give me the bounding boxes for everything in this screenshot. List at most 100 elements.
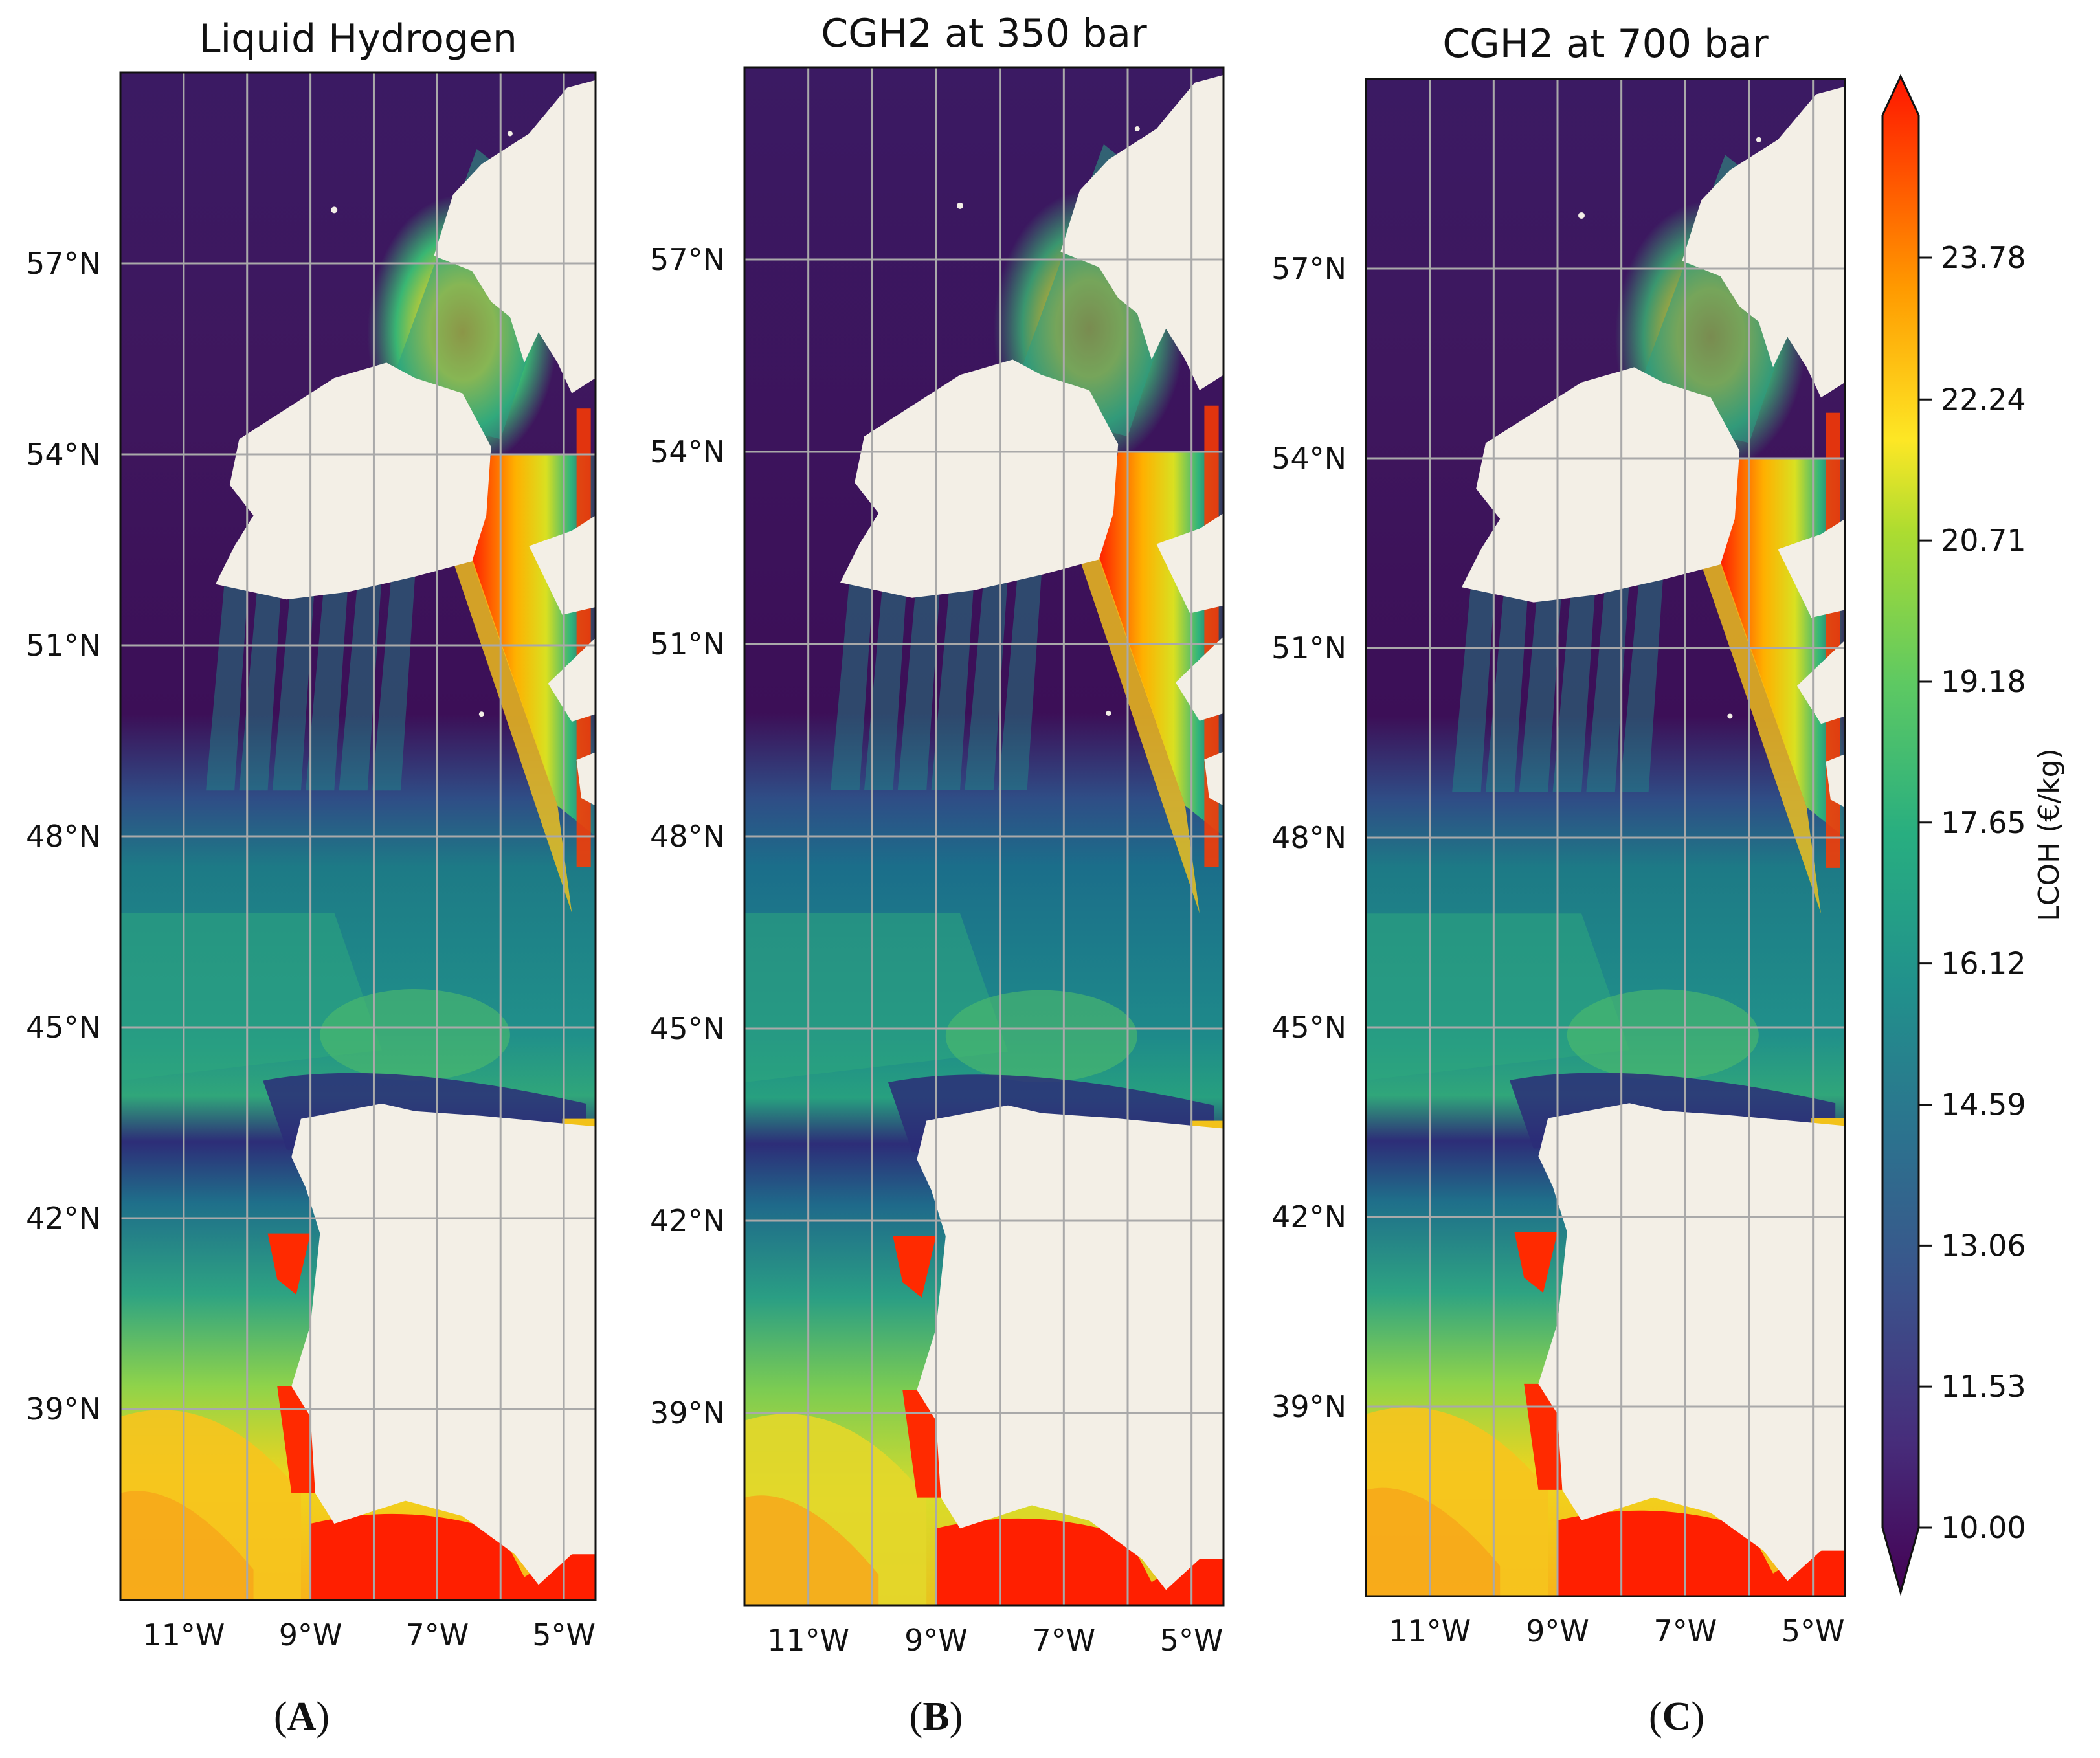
panel-letter-paren: ( [274, 1695, 287, 1739]
ocean-ray [998, 575, 1042, 790]
island [1727, 713, 1733, 719]
ocean-ray [339, 576, 382, 791]
map-area [744, 67, 1223, 1605]
landmass-cornwall [1176, 636, 1223, 721]
ocean-ray [239, 576, 282, 791]
latitude-tick-label: 54°N [26, 437, 101, 472]
longitude-tick-label: 5°W [532, 1618, 596, 1652]
colorbar-tick-label: 16.12 [1941, 946, 2026, 981]
panel-title: CGH2 at 350 bar [821, 11, 1147, 56]
landmass-wales [1156, 513, 1223, 614]
landmass-scotland [1682, 86, 1845, 398]
latitude-tick-label: 54°N [1271, 441, 1346, 476]
ocean-ray [1486, 579, 1529, 792]
latitude-tick-label: 54°N [650, 434, 725, 469]
ocean-band [1701, 534, 1821, 914]
ocean-band [120, 913, 382, 1081]
latitude-tick-label: 45°N [650, 1011, 725, 1046]
landmass-brittany [576, 752, 596, 806]
latitude-tick-label: 48°N [26, 819, 101, 854]
coastal-band [936, 1518, 1223, 1605]
island [957, 202, 963, 209]
map-panel-c: CGH2 at 700 bar 57°N 54°N 51°N 48°N 45°N 42°N 3… [1271, 21, 1846, 1739]
colorbar-tick-label: 22.24 [1941, 382, 2026, 417]
island [331, 206, 338, 214]
map-area [1366, 79, 1845, 1596]
panel-letter: (B) [910, 1695, 963, 1739]
colorbar-scale [1881, 74, 1920, 1596]
colorbar-tick-label: 19.18 [1941, 664, 2026, 699]
map-area [120, 72, 596, 1600]
ocean-ray [1552, 579, 1596, 792]
latitude-tick-label: 42°N [1271, 1199, 1346, 1234]
landmass-brittany [1826, 754, 1845, 808]
ocean-ray [306, 576, 349, 791]
panel-letter-paren: ( [910, 1695, 923, 1739]
landmass-ireland [840, 359, 1119, 598]
landmass-ireland [1462, 367, 1740, 603]
coastal-band [893, 1236, 936, 1298]
landmass-cornwall [1797, 640, 1845, 724]
latitude-tick-label: 57°N [650, 242, 725, 277]
latitude-tick-label: 42°N [26, 1201, 101, 1236]
coastal-band [902, 1390, 941, 1498]
ocean-ray [931, 575, 975, 790]
colorbar: 23.78 22.24 20.71 19.18 17.65 16.12 14.59 13.06… [1881, 74, 2066, 1596]
ocean-ray [272, 576, 315, 791]
colorbar-tick-label: 13.06 [1941, 1228, 2026, 1263]
ocean-ray [897, 575, 941, 790]
latitude-tick-label: 39°N [650, 1396, 725, 1430]
landmass-brittany [1204, 751, 1223, 806]
latitude-tick-label: 48°N [650, 819, 725, 854]
landmass-iberia [1538, 1103, 1845, 1581]
colorbar-tick-label: 10.00 [1941, 1510, 2026, 1545]
ocean-ray [372, 576, 416, 791]
longitude-tick-label: 9°W [279, 1618, 342, 1652]
ocean-band [1567, 989, 1759, 1081]
colorbar-label: LCOH (€/kg) [2033, 748, 2066, 922]
coastal-band [1514, 1232, 1558, 1293]
panel-title: CGH2 at 700 bar [1442, 21, 1769, 67]
ocean-band [1080, 528, 1200, 913]
ocean-ray [1586, 579, 1629, 792]
ocean-band [320, 989, 510, 1081]
island [1756, 137, 1761, 142]
landmass-ireland [215, 362, 491, 600]
landmass-wales [529, 515, 596, 615]
ocean-ray [206, 576, 249, 791]
ocean-ray [1519, 579, 1563, 792]
map-panel-b: CGH2 at 350 bar 57°N 54°N 51°N 48°N 45°N 42°N 3… [650, 11, 1225, 1739]
landmass-iberia [291, 1104, 596, 1585]
landmass-scotland [434, 80, 596, 394]
ocean-ray [1620, 579, 1663, 792]
latitude-tick-label: 39°N [26, 1392, 101, 1427]
ocean-band [452, 531, 572, 913]
panel-letter-text: C [1662, 1695, 1692, 1739]
latitude-tick-label: 51°N [1271, 630, 1346, 665]
colorbar-tick-label: 23.78 [1941, 240, 2026, 275]
longitude-tick-label: 11°W [767, 1623, 849, 1658]
longitude-tick-label: 7°W [1653, 1614, 1717, 1649]
ocean-ray [831, 575, 874, 790]
ocean-band [744, 1495, 879, 1605]
landmass-scotland [1060, 74, 1223, 390]
panel-letter-paren: ) [950, 1695, 963, 1739]
colorbar-tick-label: 11.53 [1941, 1369, 2026, 1404]
ocean-ray [864, 575, 908, 790]
map-panel-a: Liquid Hydrogen 57°N 54°N 51°N 48°N 45°N 42°N 3… [26, 16, 597, 1739]
panel-title: Liquid Hydrogen [199, 16, 517, 61]
map-frame [743, 66, 1225, 1607]
island [1106, 710, 1111, 716]
latitude-tick-label: 51°N [650, 627, 725, 662]
colorbar-tick-label: 17.65 [1941, 805, 2026, 840]
colorbar-tick-label: 20.71 [1941, 523, 2026, 558]
coastal-band [277, 1386, 315, 1493]
latitude-tick-label: 48°N [1271, 820, 1346, 855]
coastal-band [1524, 1383, 1563, 1490]
coastal-band [1558, 1510, 1845, 1596]
colorbar-tick-label: 14.59 [1941, 1087, 2026, 1122]
panel-letter: (A) [274, 1695, 330, 1739]
latitude-tick-label: 45°N [26, 1010, 101, 1045]
landmass-iberia [917, 1105, 1223, 1590]
